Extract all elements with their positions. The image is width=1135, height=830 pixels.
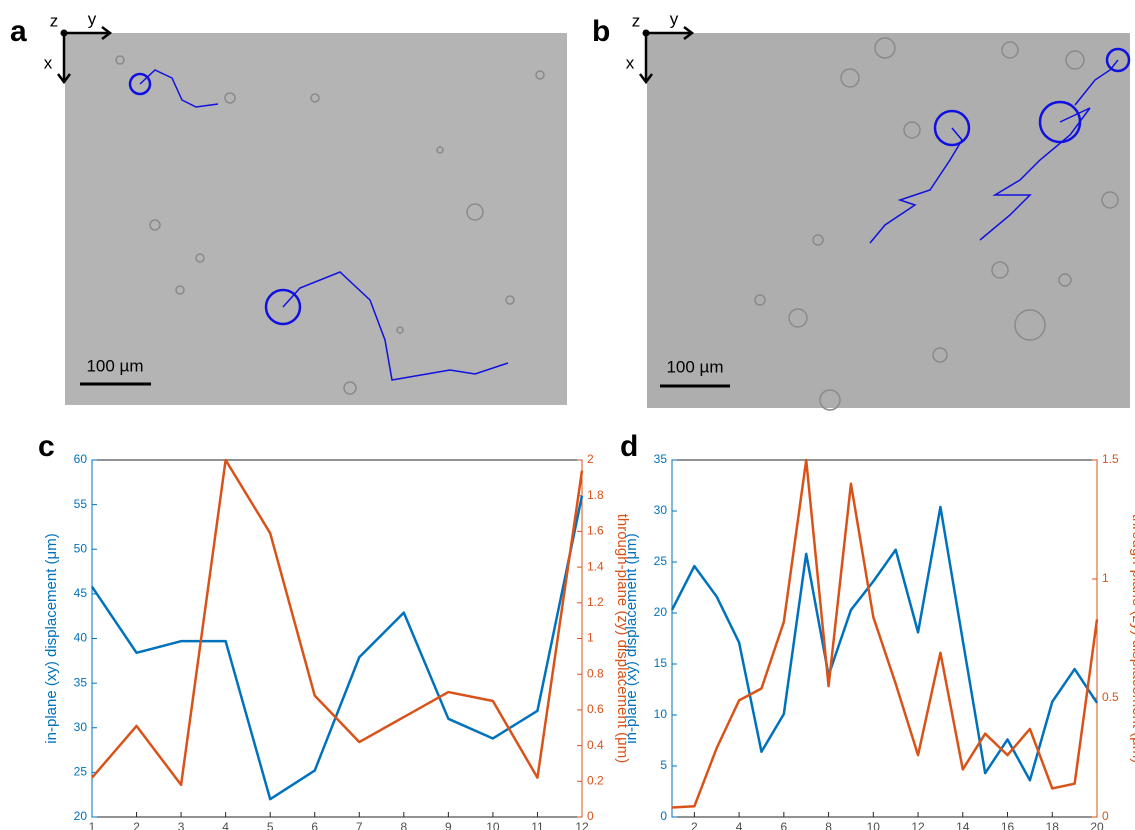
y2-axis-label: through-plane (zy) displacement (μm)	[614, 514, 631, 764]
y-tick-label: 20	[74, 809, 88, 823]
axis-y: y	[670, 9, 679, 28]
y2-axis-label: through-plane (zy) displacement (μm)	[1129, 514, 1135, 764]
y2-tick-label: 0.2	[587, 773, 604, 787]
x-tick-label: 6	[780, 820, 787, 830]
data-line	[90, 495, 584, 801]
y-tick-label: 30	[654, 503, 668, 517]
axis-z: z	[50, 11, 59, 30]
x-tick-label: 12	[575, 820, 589, 830]
y2-tick-label: 0.5	[1102, 690, 1119, 704]
scale-bar-label: 100 µm	[666, 357, 723, 376]
data-line	[670, 505, 1099, 782]
x-tick-label: 7	[356, 820, 363, 830]
y-tick-label: 55	[74, 497, 88, 511]
micrograph-a: 100 µm a z y x	[10, 9, 567, 405]
y-tick-label: 30	[74, 720, 88, 734]
y-tick-label: 45	[74, 586, 88, 600]
data-line	[671, 458, 1099, 809]
x-tick-label: 5	[267, 820, 274, 830]
y-tick-label: 35	[74, 675, 88, 689]
y-tick-label: 60	[74, 452, 88, 466]
axis-x: x	[44, 53, 53, 72]
x-tick-label: 3	[178, 820, 185, 830]
x-tick-label: 6	[311, 820, 318, 830]
y2-tick-label: 2	[587, 452, 594, 466]
y-tick-label: 40	[74, 631, 88, 645]
axis-y: y	[88, 9, 97, 28]
y-tick-label: 25	[654, 554, 668, 568]
x-tick-label: 8	[825, 820, 832, 830]
x-tick-label: 2	[691, 820, 698, 830]
panel-label: b	[592, 15, 610, 48]
scale-bar-label: 100 µm	[86, 356, 143, 375]
x-tick-label: 11	[531, 820, 544, 830]
y-axis-label: in-plane (xy) displacement (μm)	[623, 533, 640, 743]
y2-tick-label: 0.4	[587, 738, 604, 752]
y-tick-label: 20	[654, 605, 668, 619]
x-tick-label: 20	[1090, 820, 1104, 830]
y-tick-label: 0	[660, 809, 667, 823]
y2-tick-label: 0	[587, 809, 594, 823]
y2-tick-label: 1.4	[587, 559, 604, 573]
x-tick-label: 16	[1001, 820, 1015, 830]
x-tick-label: 9	[445, 820, 452, 830]
y-tick-label: 15	[654, 656, 668, 670]
y2-tick-label: 0.8	[587, 666, 604, 680]
y2-tick-label: 1.6	[587, 524, 604, 538]
y2-tick-label: 1.5	[1102, 452, 1119, 466]
x-tick-label: 18	[1046, 820, 1060, 830]
y2-tick-label: 1	[587, 631, 594, 645]
x-tick-label: 4	[222, 820, 229, 830]
y2-tick-label: 0.6	[587, 702, 604, 716]
x-tick-label: 4	[736, 820, 743, 830]
data-line	[91, 458, 584, 787]
x-tick-label: 1	[89, 820, 96, 830]
x-tick-label: 10	[867, 820, 881, 830]
panel-label: d	[620, 430, 638, 463]
x-tick-label: 14	[956, 820, 970, 830]
y2-tick-label: 1	[1102, 571, 1109, 585]
panel-label: c	[38, 430, 55, 463]
y2-tick-label: 1.2	[587, 595, 604, 609]
panel-label: a	[10, 15, 27, 48]
micrograph-b: 100 µm b z y x	[592, 9, 1131, 411]
y-tick-label: 25	[74, 765, 88, 779]
x-tick-label: 10	[486, 820, 500, 830]
x-tick-label: 8	[400, 820, 407, 830]
x-tick-label: 2	[133, 820, 140, 830]
y-tick-label: 10	[654, 707, 668, 721]
y-tick-label: 5	[660, 758, 667, 772]
y2-tick-label: 1.8	[587, 488, 604, 502]
x-tick-label: 12	[911, 820, 925, 830]
y-axis-label: in-plane (xy) displacement (μm)	[43, 533, 60, 743]
axis-x: x	[626, 53, 635, 72]
y-tick-label: 50	[74, 541, 88, 555]
y2-tick-label: 0	[1102, 809, 1109, 823]
axis-z: z	[632, 11, 641, 30]
y-tick-label: 35	[654, 452, 668, 466]
